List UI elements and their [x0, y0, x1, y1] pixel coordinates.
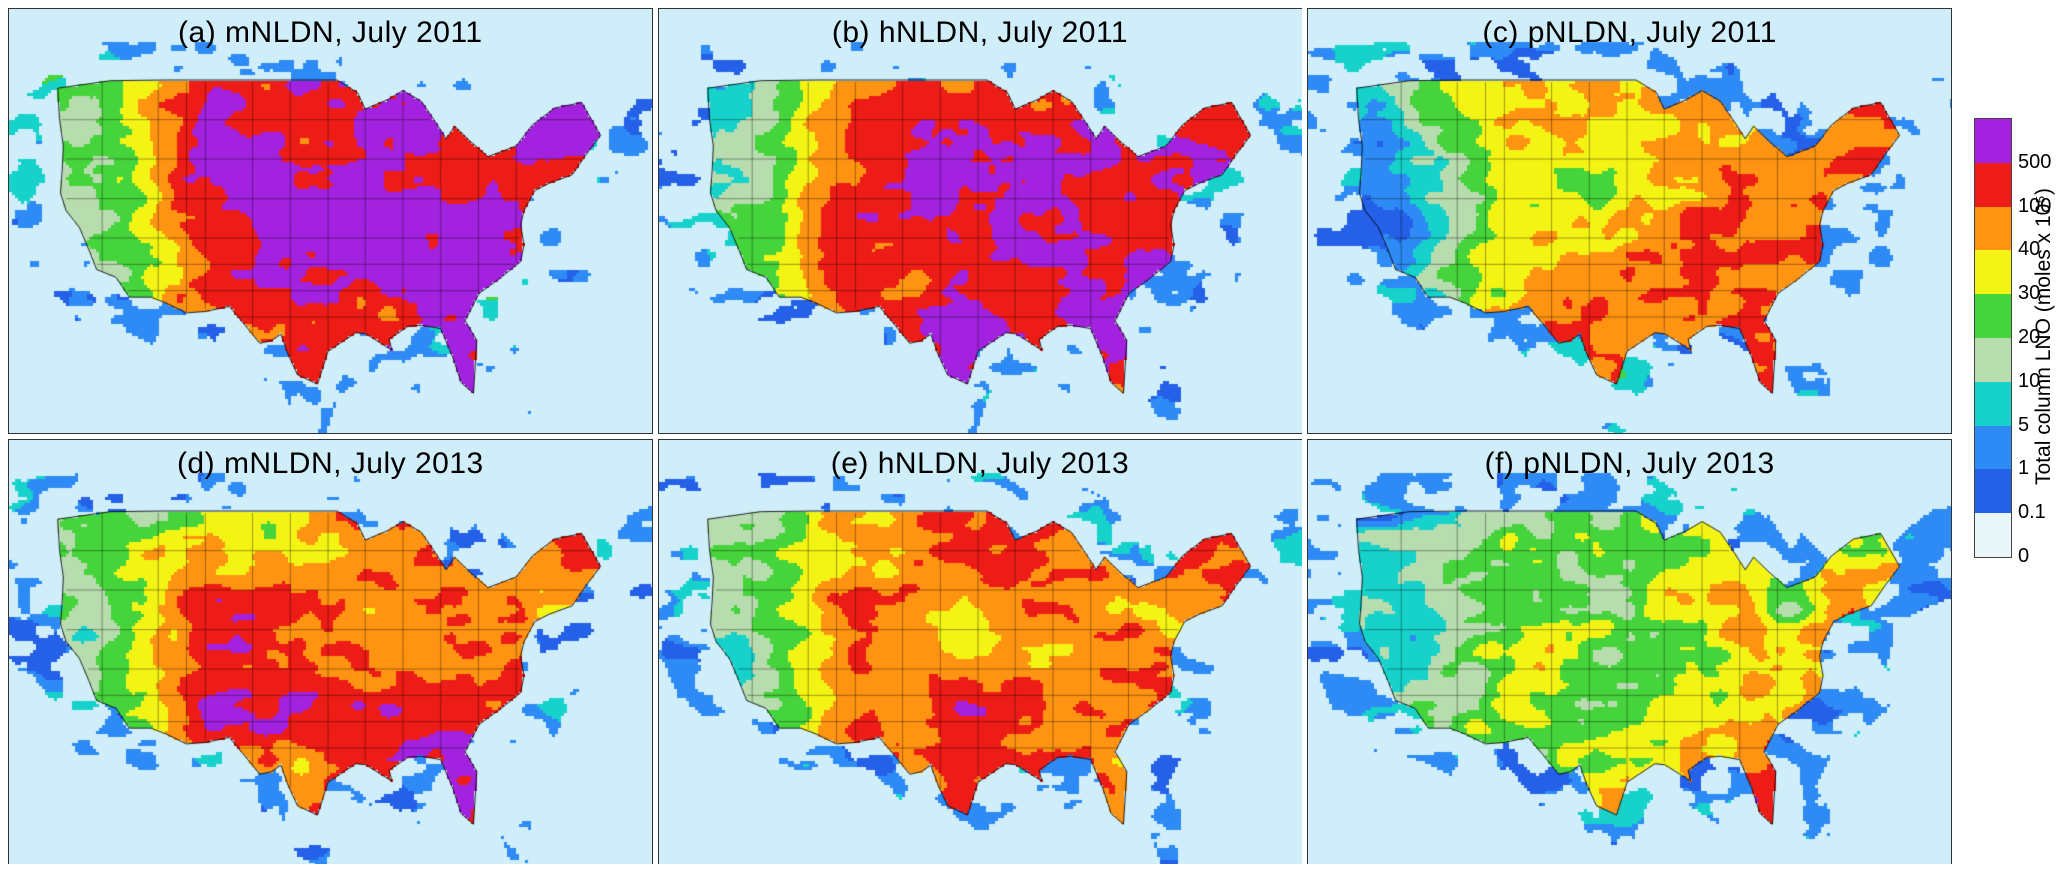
colorbar-tick-label: 5 — [2018, 413, 2030, 436]
colorbar-tick-label: 40 — [2018, 238, 2041, 261]
panel-c: (c) pNLDN, July 2011 — [1307, 8, 1952, 434]
colorbar-tick-label: 100 — [2018, 194, 2052, 217]
colorbar-segment — [1975, 250, 2011, 295]
colorbar-segment — [1975, 337, 2011, 382]
map-canvas-b — [658, 9, 1302, 433]
panel-a: (a) mNLDN, July 2011 — [8, 8, 653, 434]
panel-title-f: (f) pNLDN, July 2013 — [1484, 446, 1775, 480]
colorbar-tick-label: 10 — [2018, 369, 2041, 392]
colorbar-segment — [1975, 206, 2011, 251]
panel-title-e: (e) hNLDN, July 2013 — [830, 446, 1130, 480]
colorbar-axis-label: Total column LNO (moles x 10⁵) — [2032, 188, 2055, 486]
colorbar-tick-label: 1 — [2018, 457, 2030, 480]
colorbar-tick-label: 0 — [2018, 545, 2030, 567]
panel-e: (e) hNLDN, July 2013 — [657, 438, 1303, 864]
panel-title-c: (c) pNLDN, July 2011 — [1482, 16, 1777, 49]
colorbar-segment — [1975, 381, 2011, 426]
map-canvas-e — [658, 439, 1302, 864]
panel-title-d: (d) mNLDN, July 2013 — [176, 446, 484, 480]
panel-d: (d) mNLDN, July 2013 — [8, 438, 653, 864]
colorbar-segment — [1975, 119, 2011, 163]
panel-grid: (a) mNLDN, July 2011 (b) hNLDN, July 201… — [8, 8, 1952, 864]
panel-title-a: (a) mNLDN, July 2011 — [178, 16, 483, 49]
colorbar-segment — [1975, 425, 2011, 470]
colorbar-tick-label: 30 — [2018, 282, 2041, 305]
panel-b: (b) hNLDN, July 2011 — [657, 8, 1303, 434]
panel-f: (f) pNLDN, July 2013 — [1307, 438, 1952, 864]
colorbar-ticks: 500 100 40 30 20 10 5 1 0.1 0 — [2018, 118, 2064, 566]
colorbar-bar — [1974, 118, 2012, 558]
panel-title-b: (b) hNLDN, July 2011 — [831, 16, 1129, 49]
map-canvas-a — [9, 9, 652, 433]
colorbar-segment — [1975, 469, 2011, 514]
map-canvas-c — [1308, 9, 1952, 433]
colorbar-segment — [1975, 294, 2011, 338]
map-canvas-d — [9, 439, 652, 864]
colorbar-tick-label: 0.1 — [2018, 501, 2046, 524]
colorbar: 500 100 40 30 20 10 5 1 0.1 0 — [1974, 118, 2066, 566]
colorbar-tick-label: 500 — [2018, 150, 2052, 173]
colorbar-segment — [1975, 162, 2011, 207]
map-canvas-f — [1308, 439, 1952, 864]
colorbar-tick-label: 20 — [2018, 326, 2041, 348]
colorbar-segment — [1975, 513, 2011, 557]
